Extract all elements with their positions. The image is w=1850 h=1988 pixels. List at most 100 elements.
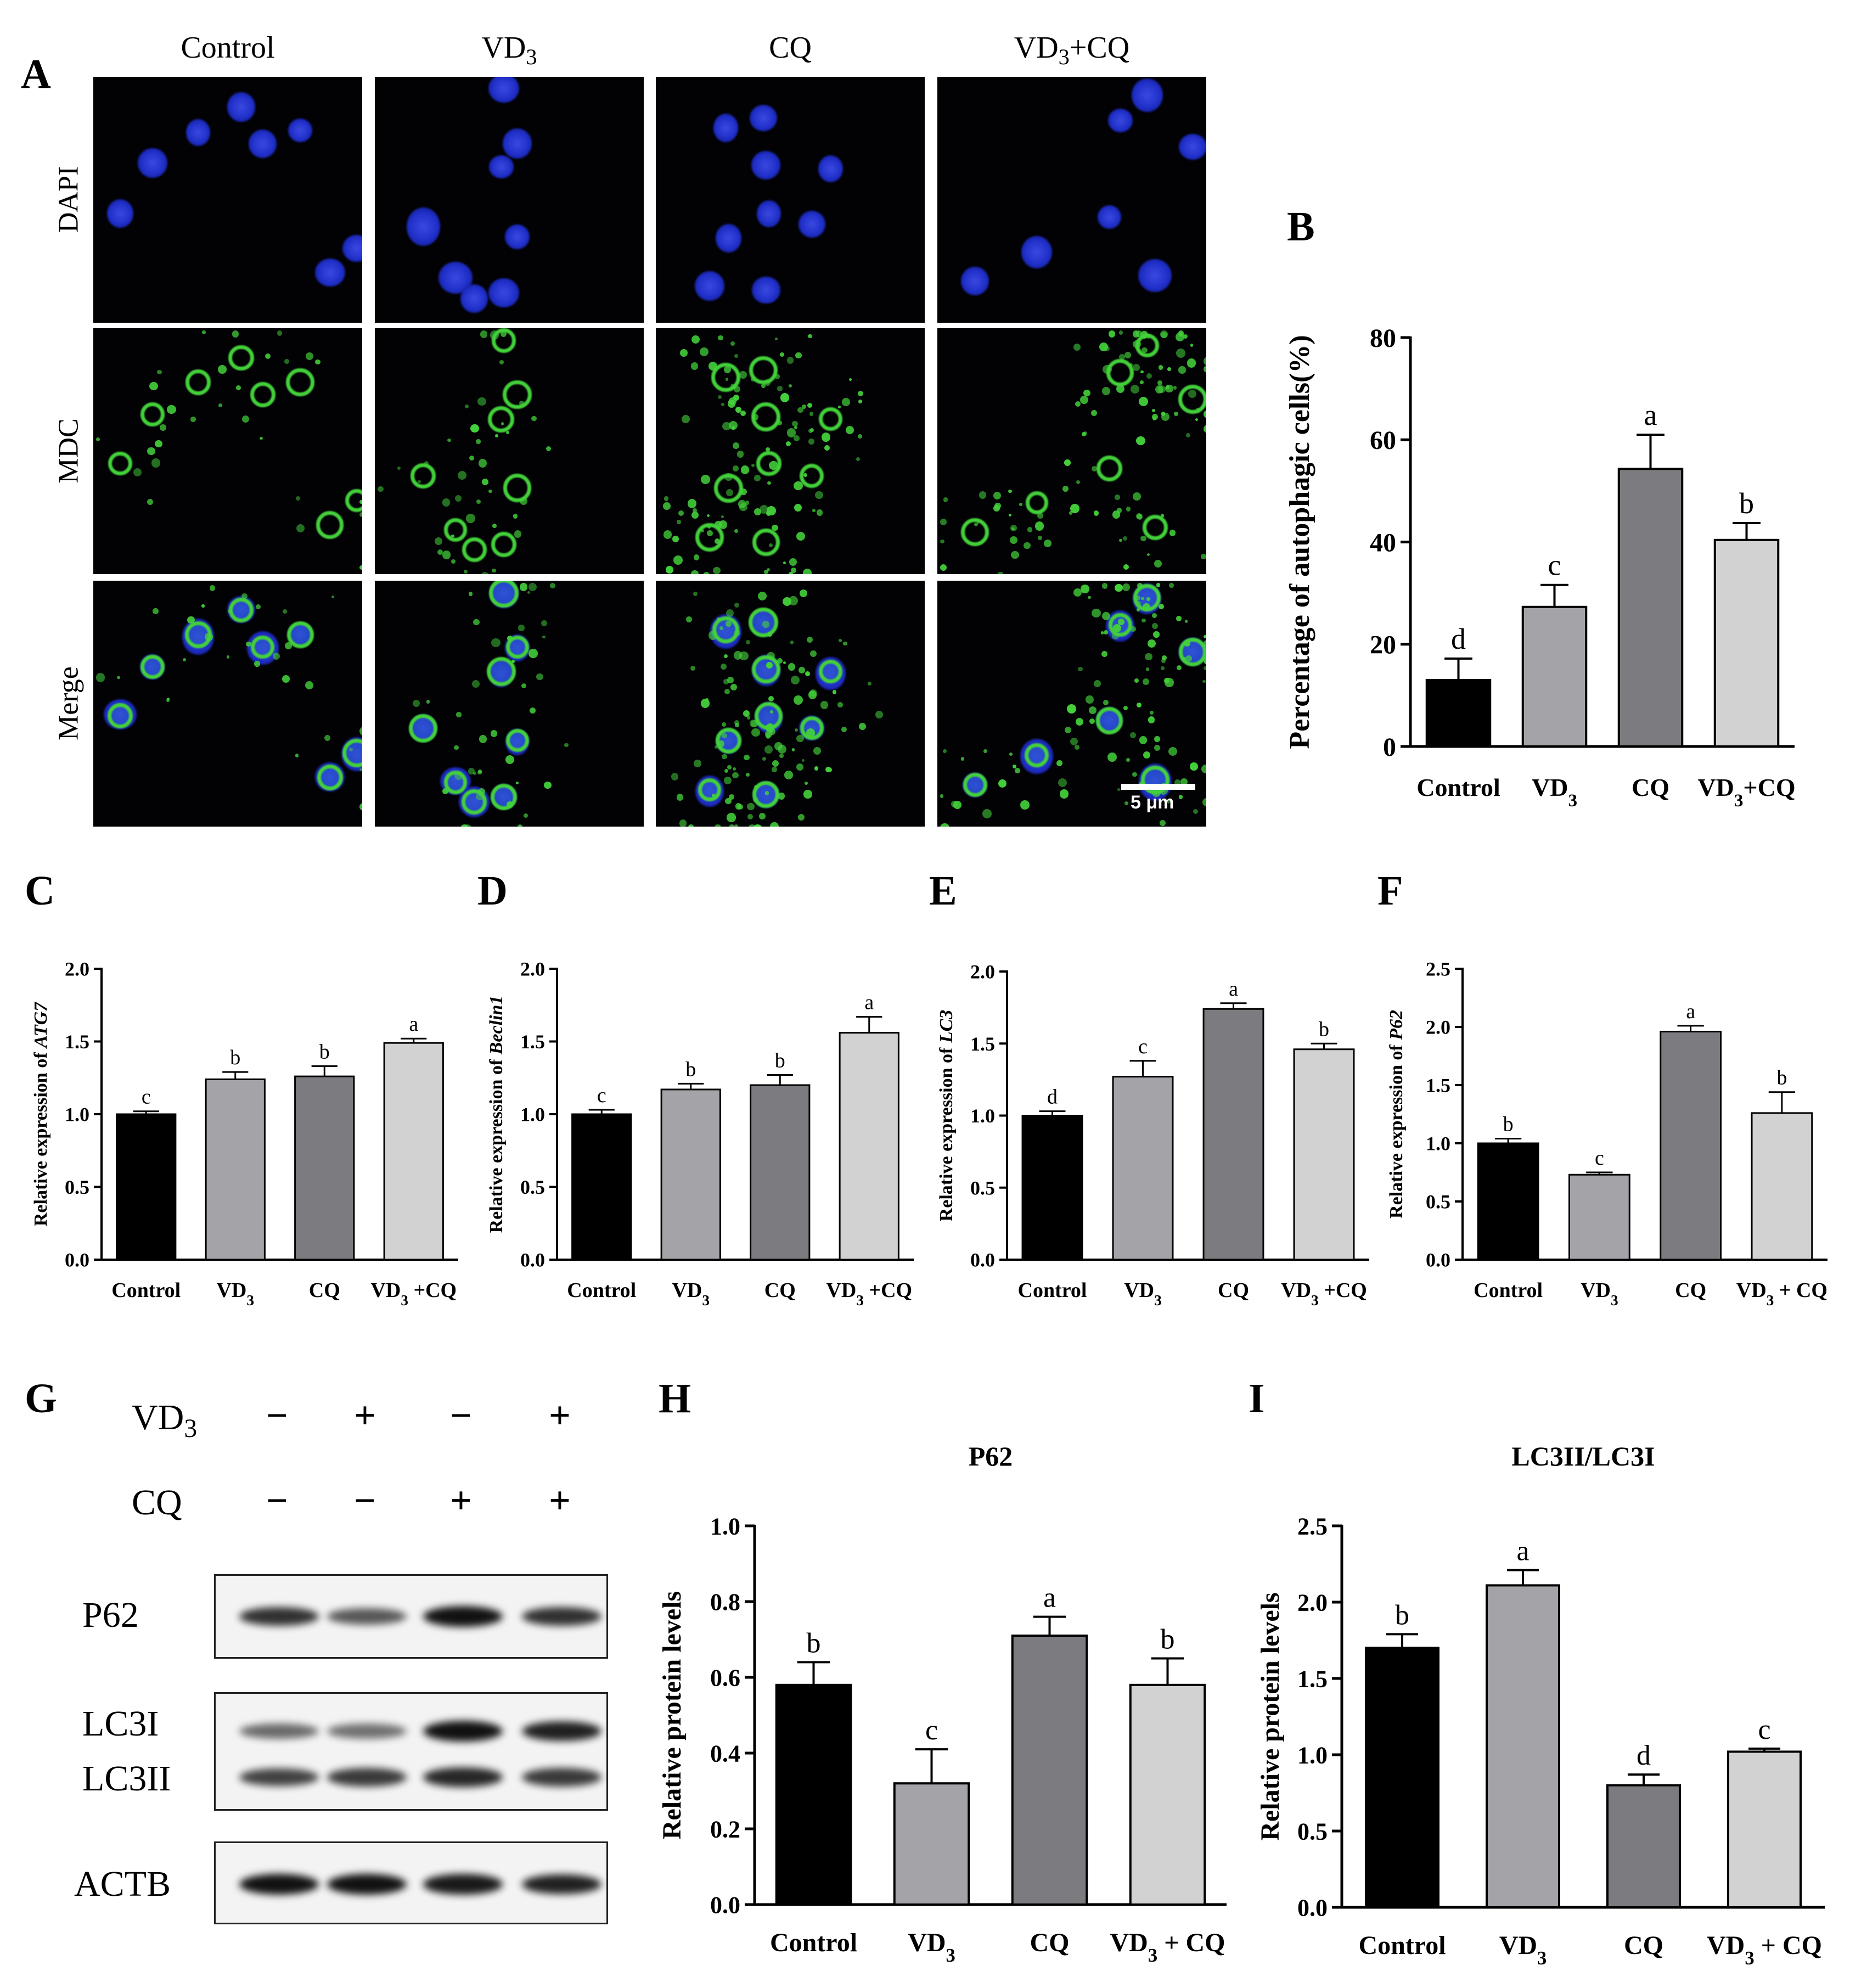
mdc-puncta <box>95 673 105 682</box>
mdc-puncta <box>1119 353 1126 360</box>
mdc-puncta <box>1150 710 1154 715</box>
mdc-puncta <box>783 561 786 565</box>
nucleus <box>342 234 362 262</box>
mdc-puncta <box>799 589 808 598</box>
category-label: VD3 <box>672 1279 710 1309</box>
mdc-puncta <box>768 728 776 735</box>
mdc-ring <box>486 657 516 687</box>
mdc-puncta <box>457 470 466 480</box>
mdc-puncta <box>754 508 761 515</box>
mdc-puncta <box>842 398 851 407</box>
mdc-puncta <box>712 794 716 798</box>
mdc-puncta <box>295 496 301 501</box>
y-tick-label: 2.0 <box>65 958 89 980</box>
mdc-puncta <box>998 779 1006 788</box>
mdc-puncta <box>772 524 779 531</box>
mdc-puncta <box>1010 524 1017 531</box>
mdc-puncta <box>1089 706 1097 714</box>
mdc-puncta <box>764 569 769 574</box>
column-label: Control <box>181 31 275 65</box>
mdc-puncta <box>1137 702 1142 707</box>
mdc-puncta <box>766 661 773 669</box>
mdc-puncta <box>1015 768 1020 773</box>
mdc-puncta <box>187 616 195 624</box>
mdc-puncta <box>1037 535 1043 541</box>
y-tick-label: 0.0 <box>970 1249 995 1271</box>
mdc-puncta <box>1126 758 1130 762</box>
mdc-puncta <box>813 746 821 755</box>
panel-letter-g: G <box>25 1375 58 1422</box>
mdc-puncta <box>778 793 785 800</box>
mdc-puncta <box>816 509 823 516</box>
mdc-puncta <box>766 447 770 452</box>
mdc-puncta <box>735 803 742 810</box>
mdc-puncta <box>768 543 773 548</box>
category-label: Control <box>567 1279 636 1302</box>
mdc-puncta <box>153 608 159 614</box>
mdc-puncta <box>734 720 740 726</box>
chart-e-lc3: 0.0 0.5 1.0 1.5 2.0 Relative expression of LC… <box>936 961 1369 1309</box>
mdc-puncta <box>679 819 687 827</box>
category-label: VD3 + CQ <box>1110 1928 1225 1966</box>
chart-c-atg7: 0.0 0.5 1.0 1.5 2.0 Relative expression of AT… <box>31 958 458 1309</box>
mdc-puncta <box>519 400 525 406</box>
mdc-puncta <box>1115 495 1120 500</box>
mdc-puncta <box>277 330 283 336</box>
y-axis-label: Relative protein levels <box>1256 1592 1285 1840</box>
mdc-puncta <box>1145 653 1152 661</box>
mdc-puncta <box>1020 800 1030 810</box>
mdc-puncta <box>794 728 798 732</box>
nucleus <box>488 278 519 308</box>
mdc-puncta <box>754 474 761 481</box>
mdc-puncta <box>707 525 711 529</box>
mdc-puncta <box>787 357 794 364</box>
mdc-ring <box>1095 707 1123 735</box>
mdc-puncta <box>1157 385 1166 394</box>
mdc-puncta <box>765 733 771 739</box>
mdc-puncta <box>849 378 852 381</box>
bar-2 <box>893 1782 970 1906</box>
mdc-puncta <box>282 609 287 614</box>
mdc-puncta <box>377 486 384 492</box>
mdc-ring <box>228 345 254 370</box>
y-tick-label: 1.0 <box>520 1104 545 1126</box>
mdc-puncta <box>690 362 699 370</box>
mdc-puncta <box>518 625 525 631</box>
mdc-puncta <box>784 771 793 779</box>
mdc-puncta <box>1146 553 1150 557</box>
mdc-puncta <box>1168 746 1178 756</box>
mdc-puncta <box>734 353 738 358</box>
mdc-puncta <box>470 424 479 433</box>
nucleus <box>1021 236 1053 269</box>
micrograph-merge-1 <box>93 581 362 827</box>
mdc-puncta <box>95 437 100 442</box>
mdc-puncta <box>856 457 860 461</box>
mdc-puncta <box>1159 604 1165 610</box>
mdc-puncta <box>719 626 724 630</box>
mdc-puncta <box>1118 618 1124 625</box>
mdc-puncta <box>1116 508 1122 513</box>
micrograph-merge-2 <box>375 581 644 827</box>
significance-letter: b <box>807 1627 821 1659</box>
mdc-puncta <box>460 824 469 827</box>
mdc-puncta <box>1142 678 1149 686</box>
mdc-puncta <box>1103 365 1112 374</box>
mdc-puncta <box>434 537 443 546</box>
mdc-puncta <box>1185 655 1193 662</box>
mdc-puncta <box>767 481 771 485</box>
y-tick-label: 0.0 <box>1297 1894 1328 1921</box>
mdc-puncta <box>1075 745 1079 750</box>
mdc-puncta <box>791 748 795 751</box>
mdc-puncta <box>1083 431 1088 435</box>
mdc-puncta <box>743 710 750 717</box>
mdc-puncta <box>477 770 482 775</box>
mdc-puncta <box>691 570 699 574</box>
mdc-puncta <box>857 434 862 439</box>
mdc-puncta <box>803 473 807 478</box>
mdc-puncta <box>766 568 771 572</box>
mdc-puncta <box>1089 718 1095 725</box>
y-tick-label: 2.5 <box>1426 958 1450 980</box>
mdc-puncta <box>492 568 497 573</box>
panel-letter-h: H <box>659 1375 691 1422</box>
mdc-puncta <box>841 727 847 733</box>
